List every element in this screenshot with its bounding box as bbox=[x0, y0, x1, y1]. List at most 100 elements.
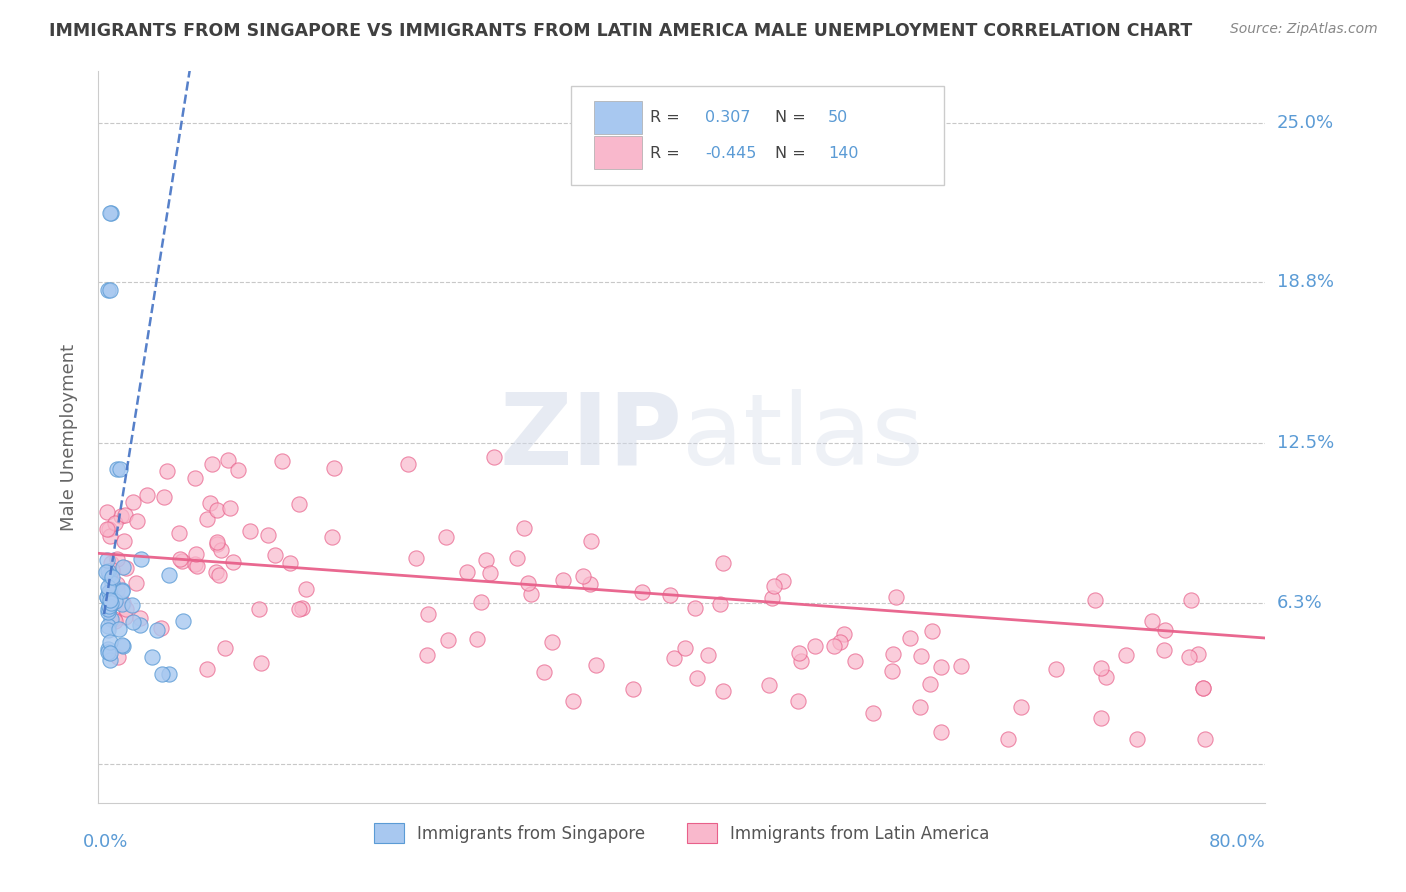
Point bbox=[1125, 731, 1147, 746]
Point bbox=[551, 574, 574, 588]
Point bbox=[1090, 661, 1112, 675]
Text: N =: N = bbox=[775, 110, 806, 125]
Text: 12.5%: 12.5% bbox=[1277, 434, 1334, 452]
Point bbox=[323, 461, 346, 475]
Point bbox=[219, 501, 242, 516]
Point bbox=[107, 649, 129, 664]
Point bbox=[125, 514, 148, 528]
Point bbox=[146, 624, 169, 638]
Point bbox=[256, 528, 278, 542]
Point bbox=[709, 597, 731, 611]
Point bbox=[98, 653, 121, 667]
Point bbox=[111, 638, 134, 652]
Point bbox=[97, 642, 120, 657]
Point bbox=[910, 649, 932, 664]
Point bbox=[506, 551, 529, 566]
Point bbox=[658, 588, 681, 602]
Text: 6.3%: 6.3% bbox=[1277, 593, 1322, 612]
Point bbox=[1142, 614, 1164, 628]
Text: R =: R = bbox=[651, 145, 681, 161]
Point bbox=[108, 462, 131, 476]
Point bbox=[294, 582, 316, 596]
Point bbox=[513, 521, 536, 535]
Point bbox=[249, 657, 271, 671]
Point bbox=[97, 602, 120, 616]
Point bbox=[470, 594, 492, 608]
Point bbox=[1153, 643, 1175, 657]
Point bbox=[97, 599, 120, 613]
Point bbox=[884, 590, 907, 604]
Point bbox=[103, 612, 125, 626]
Text: 50: 50 bbox=[828, 110, 848, 125]
Text: 18.8%: 18.8% bbox=[1277, 273, 1333, 291]
Point bbox=[214, 640, 236, 655]
Text: 0.0%: 0.0% bbox=[83, 833, 128, 851]
Text: atlas: atlas bbox=[682, 389, 924, 485]
Point bbox=[321, 530, 343, 544]
Point bbox=[1094, 670, 1116, 684]
Point bbox=[479, 566, 502, 580]
Text: 0.307: 0.307 bbox=[706, 110, 751, 125]
Point bbox=[200, 496, 222, 510]
Point bbox=[121, 598, 143, 612]
Point bbox=[713, 556, 735, 570]
Point bbox=[103, 593, 125, 607]
Point bbox=[114, 508, 136, 523]
Point bbox=[474, 553, 496, 567]
Point bbox=[288, 497, 311, 511]
Point bbox=[135, 488, 157, 502]
Point bbox=[157, 667, 180, 681]
Point bbox=[823, 639, 845, 653]
Text: 25.0%: 25.0% bbox=[1277, 113, 1334, 132]
Point bbox=[101, 570, 124, 584]
Point bbox=[170, 553, 193, 567]
Point bbox=[1115, 648, 1137, 662]
Text: R =: R = bbox=[651, 110, 681, 125]
Point bbox=[226, 463, 249, 477]
Point bbox=[950, 658, 973, 673]
Point bbox=[519, 587, 541, 601]
Point bbox=[111, 598, 134, 612]
Point bbox=[205, 534, 228, 549]
Point bbox=[1191, 681, 1213, 696]
Point bbox=[790, 655, 813, 669]
Point bbox=[222, 555, 245, 569]
Point bbox=[110, 583, 132, 598]
Point bbox=[97, 619, 120, 633]
Point bbox=[673, 641, 696, 656]
Point bbox=[621, 682, 644, 697]
Point bbox=[290, 601, 312, 615]
Point bbox=[631, 585, 654, 599]
Point bbox=[111, 596, 134, 610]
Point bbox=[456, 565, 478, 579]
Point bbox=[239, 524, 262, 538]
Point bbox=[581, 533, 603, 548]
Point bbox=[195, 662, 218, 676]
Point bbox=[108, 622, 131, 636]
Point bbox=[97, 584, 120, 599]
Point bbox=[789, 646, 811, 660]
Point bbox=[100, 556, 122, 570]
Point bbox=[1178, 650, 1201, 665]
Point bbox=[156, 464, 179, 478]
Text: IMMIGRANTS FROM SINGAPORE VS IMMIGRANTS FROM LATIN AMERICA MALE UNEMPLOYMENT COR: IMMIGRANTS FROM SINGAPORE VS IMMIGRANTS … bbox=[49, 22, 1192, 40]
Point bbox=[114, 610, 136, 624]
Point bbox=[683, 601, 706, 615]
Point bbox=[101, 563, 124, 577]
Point bbox=[205, 503, 228, 517]
Point bbox=[1192, 681, 1215, 695]
Point bbox=[217, 452, 239, 467]
Point bbox=[183, 558, 205, 572]
Point bbox=[96, 553, 118, 567]
Point bbox=[172, 614, 194, 628]
Point bbox=[264, 548, 287, 562]
Point bbox=[205, 565, 228, 579]
Point bbox=[150, 667, 173, 681]
Point bbox=[98, 592, 121, 607]
Point bbox=[100, 596, 122, 610]
Point bbox=[105, 577, 128, 591]
FancyBboxPatch shape bbox=[571, 86, 945, 185]
Point bbox=[152, 491, 174, 505]
Point bbox=[184, 547, 207, 561]
Point bbox=[96, 591, 118, 605]
